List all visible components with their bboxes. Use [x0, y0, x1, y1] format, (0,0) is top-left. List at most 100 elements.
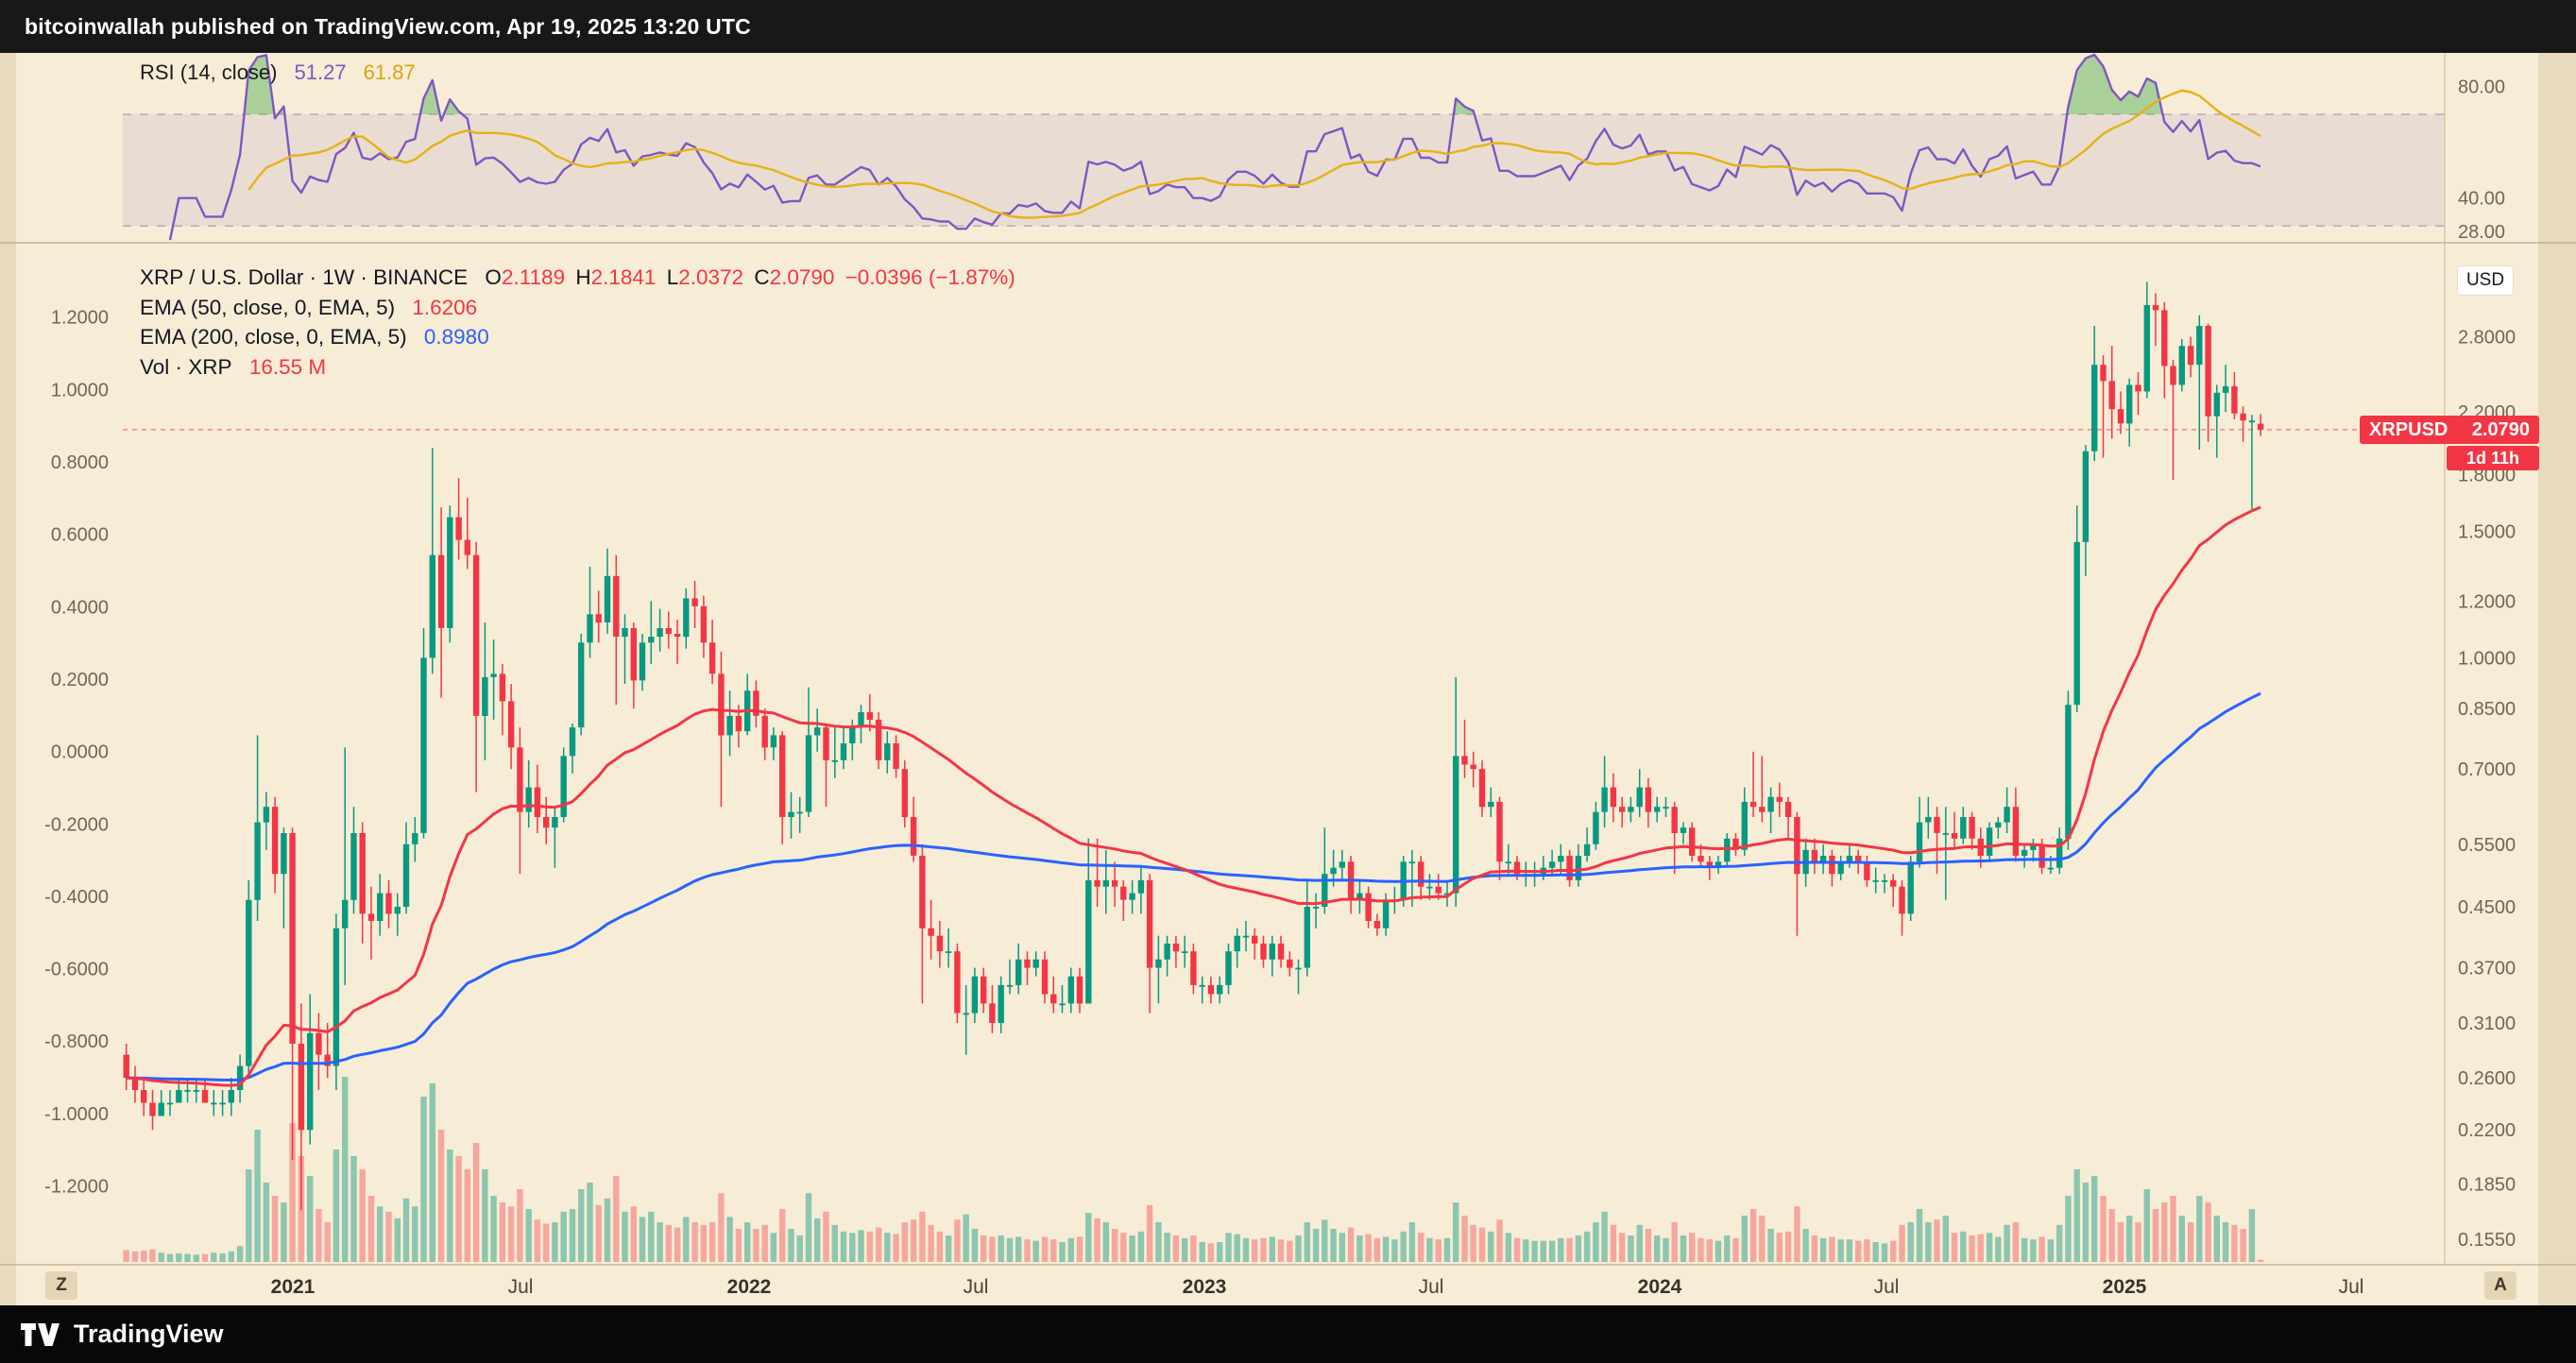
- chart-region: 2.8000 2.2000 1.8000 1.5000 1.2000 1.0000 0.85…: [0, 53, 2576, 1305]
- tradingview-logo-icon[interactable]: [19, 1320, 62, 1350]
- bar-countdown-badge: 1d 11h: [2447, 446, 2539, 470]
- candle-body: [1714, 861, 1722, 868]
- volume-bar: [1531, 1240, 1538, 1262]
- time-axis-label[interactable]: 2024: [1638, 1276, 1682, 1298]
- volume-bar: [639, 1217, 646, 1262]
- time-axis-label[interactable]: 2021: [271, 1276, 316, 1298]
- volume-bar: [1523, 1239, 1529, 1262]
- candle-body: [700, 605, 708, 643]
- candle-body: [263, 807, 270, 823]
- volume-bar: [665, 1224, 672, 1262]
- volume-bar: [412, 1206, 418, 1262]
- candle-body: [123, 1054, 129, 1079]
- candle-body: [1155, 959, 1162, 968]
- candle-body: [1050, 994, 1057, 1004]
- time-axis-label[interactable]: 2022: [727, 1276, 772, 1298]
- rsi-legend[interactable]: RSI (14, close) 51.27 61.87: [140, 60, 416, 85]
- candle-body: [2108, 381, 2115, 410]
- volume-bar: [587, 1183, 593, 1262]
- volume-bar: [998, 1235, 1004, 1262]
- symbol-legend-row[interactable]: XRP / U.S. Dollar · 1W · BINANCE O2.1189…: [140, 263, 1015, 293]
- tradingview-brand[interactable]: TradingView: [74, 1320, 224, 1348]
- volume-bar: [359, 1169, 366, 1262]
- timezone-button[interactable]: Z: [45, 1271, 77, 1300]
- candle-body: [464, 539, 470, 555]
- time-axis-label[interactable]: 2023: [1183, 1276, 1227, 1298]
- ema50-legend-row[interactable]: EMA (50, close, 0, EMA, 5) 1.6206: [140, 293, 1015, 323]
- candle-body: [569, 727, 576, 757]
- volume-bar: [499, 1202, 506, 1262]
- volume-bar: [429, 1083, 435, 1262]
- time-axis-label[interactable]: Jul: [1419, 1276, 1444, 1298]
- legend-open-label: O: [485, 265, 502, 289]
- time-axis-label[interactable]: Jul: [2339, 1276, 2364, 1298]
- volume-bar: [893, 1234, 899, 1262]
- volume-bar: [989, 1236, 996, 1262]
- volume-bar: [1032, 1240, 1039, 1262]
- volume-bar: [2231, 1224, 2238, 1262]
- left-margin-strip: [0, 53, 16, 1305]
- volume-bar: [517, 1189, 523, 1262]
- volume-bar: [735, 1229, 742, 1262]
- left-axis-label: 0.4000: [51, 597, 109, 618]
- volume-bar: [2143, 1189, 2150, 1262]
- candle-body: [1094, 879, 1100, 887]
- auto-scale-button[interactable]: A: [2484, 1271, 2516, 1300]
- candle-body: [1426, 886, 1433, 889]
- volume-bar: [2213, 1216, 2220, 1262]
- volume-bar: [1347, 1227, 1355, 1262]
- candle-body: [1749, 801, 1757, 808]
- volume-label: Vol · XRP: [140, 354, 232, 379]
- candle-body: [1304, 907, 1310, 968]
- legend-high-value: 2.1841: [590, 265, 657, 289]
- price-badge-value: 2.0790: [2471, 418, 2530, 440]
- volume-bar: [1382, 1236, 1390, 1262]
- volume-bar: [1461, 1216, 1468, 1262]
- volume-bar: [543, 1223, 550, 1262]
- candle-body: [1006, 984, 1014, 987]
- volume-bar: [1610, 1224, 1617, 1262]
- volume-bar: [193, 1254, 199, 1262]
- volume-bar: [814, 1218, 821, 1262]
- candle-body: [402, 843, 410, 907]
- candle-body: [2152, 305, 2159, 311]
- volume-bar: [333, 1150, 340, 1262]
- volume-bar: [726, 1217, 733, 1262]
- volume-legend-row[interactable]: Vol · XRP 16.55 M: [140, 352, 1015, 383]
- candle-body: [849, 727, 856, 743]
- time-axis-label[interactable]: Jul: [1874, 1276, 1900, 1298]
- candle-body: [394, 907, 401, 914]
- volume-bar: [1207, 1243, 1215, 1262]
- volume-bar: [622, 1211, 628, 1262]
- candle-body: [2143, 305, 2150, 392]
- candle-body: [1199, 984, 1205, 987]
- ema200-legend-row[interactable]: EMA (200, close, 0, EMA, 5) 0.8980: [140, 322, 1015, 352]
- volume-bar: [201, 1253, 209, 1262]
- volume-bar: [1767, 1229, 1774, 1262]
- candle-body: [1225, 951, 1232, 985]
- chart-canvas[interactable]: 2.80002.20001.80001.50001.20001.00000.85…: [0, 53, 2576, 1305]
- volume-bar: [1724, 1235, 1731, 1262]
- candle-body: [2047, 867, 2055, 870]
- candle-body: [691, 598, 698, 606]
- ema50-label: EMA (50, close, 0, EMA, 5): [140, 295, 396, 319]
- volume-bar: [1059, 1242, 1066, 1262]
- price-axis-label: 0.1550: [2458, 1230, 2516, 1251]
- volume-bar: [1129, 1235, 1135, 1262]
- volume-bar: [219, 1252, 226, 1262]
- volume-bar: [2082, 1183, 2090, 1262]
- time-axis-label[interactable]: 2025: [2103, 1276, 2147, 1298]
- volume-bar: [289, 1123, 296, 1262]
- candle-body: [2170, 366, 2176, 385]
- candle-body: [1784, 801, 1792, 817]
- time-axis-label[interactable]: Jul: [964, 1276, 989, 1298]
- volume-bar: [674, 1227, 681, 1262]
- candle-body: [779, 735, 786, 817]
- time-axis-label[interactable]: Jul: [508, 1276, 534, 1298]
- volume-bar: [236, 1246, 244, 1262]
- candle-body: [1242, 935, 1250, 938]
- candle-body: [517, 747, 523, 812]
- currency-scale-button[interactable]: USD: [2458, 266, 2513, 295]
- volume-bar: [708, 1222, 716, 1262]
